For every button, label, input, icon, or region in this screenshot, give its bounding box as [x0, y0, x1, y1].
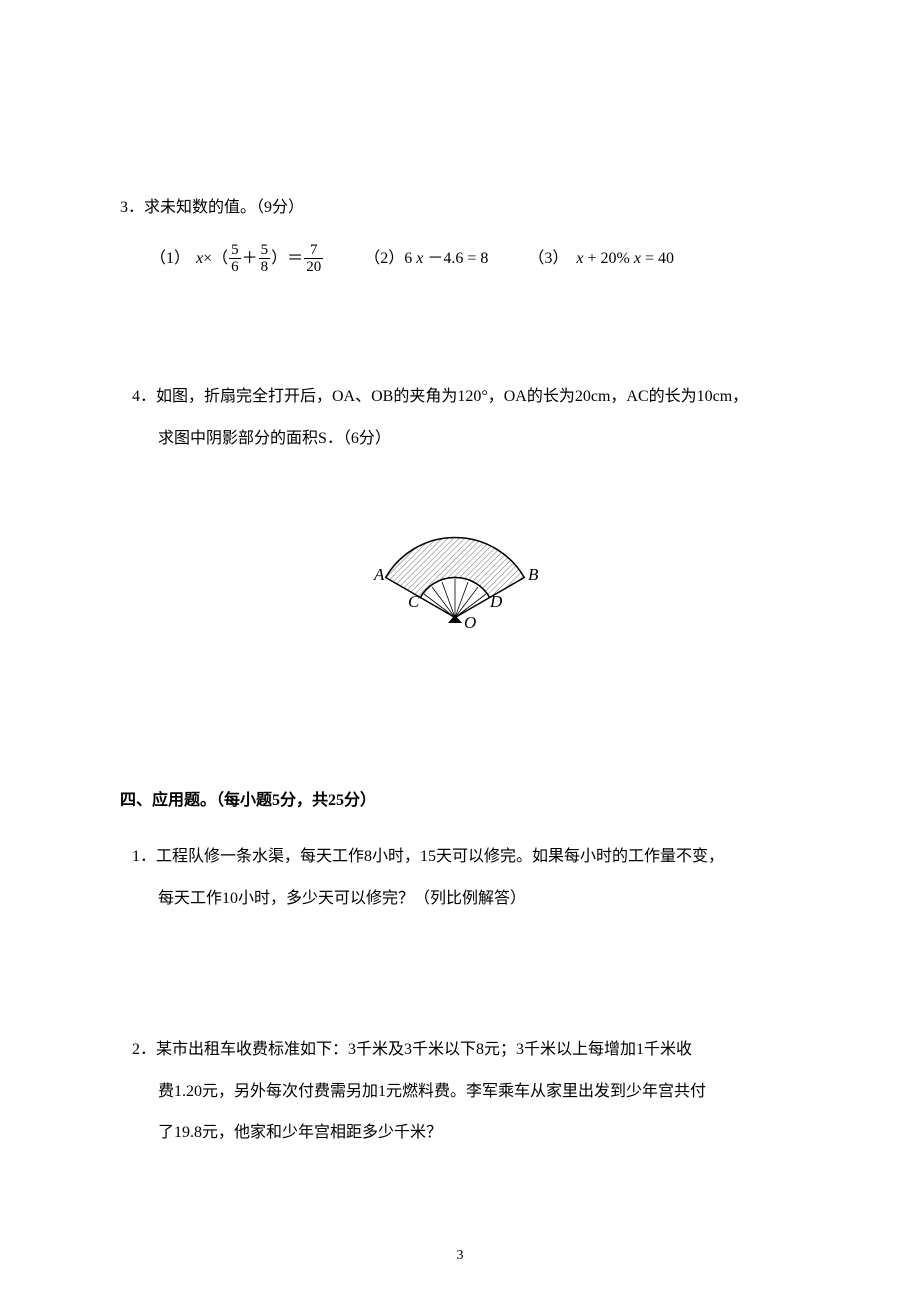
- label-C: C: [408, 592, 420, 611]
- problem-4-text: 4．如图，折扇完全打开后，OA、OB的夹角为120°，OA的长为20cm，AC的…: [120, 376, 790, 459]
- sub1-x: x: [196, 241, 203, 276]
- problem-3-sub3: （3） x + 20% x = 40: [528, 241, 674, 276]
- sub2-label: （2）: [364, 241, 404, 276]
- problem-3-subs: （1） x ×（ 5 6 ＋ 5 8 ）＝ 7 20 （2） 6 x －4.6 …: [120, 241, 790, 276]
- page-number: 3: [0, 1241, 920, 1272]
- sub2-expr: 6 x －4.6 = 8: [404, 241, 488, 276]
- label-B: B: [528, 565, 539, 584]
- sub1-frac3-den: 20: [304, 258, 323, 276]
- sub1-close: ）＝: [271, 241, 303, 276]
- app2-text: 2．某市出租车收费标准如下：3千米及3千米以下8元；3千米以上每增加1千米收 费…: [120, 1029, 790, 1154]
- sub1-label: （1）: [150, 241, 190, 276]
- sub3-expr: x + 20% x = 40: [576, 241, 674, 276]
- fan-handle: [448, 615, 462, 623]
- sub1-frac1-num: 5: [229, 242, 241, 259]
- app-problem-1: 1．工程队修一条水渠，每天工作8小时，15天可以修完。如果每小时的工作量不变， …: [120, 836, 790, 919]
- problem-3: 3．求未知数的值。（9分） （1） x ×（ 5 6 ＋ 5 8 ）＝ 7 20…: [120, 190, 790, 276]
- sub3-label: （3）: [528, 241, 568, 276]
- problem-4: 4．如图，折扇完全打开后，OA、OB的夹角为120°，OA的长为20cm，AC的…: [120, 376, 790, 662]
- problem-4-line1: 4．如图，折扇完全打开后，OA、OB的夹角为120°，OA的长为20cm，AC的…: [132, 376, 790, 418]
- app1-line1: 1．工程队修一条水渠，每天工作8小时，15天可以修完。如果每小时的工作量不变，: [132, 836, 790, 878]
- sub1-frac1-den: 6: [229, 258, 241, 276]
- problem-3-title: 3．求未知数的值。（9分）: [120, 190, 790, 225]
- problem-3-sub1: （1） x ×（ 5 6 ＋ 5 8 ）＝ 7 20: [150, 241, 324, 276]
- sub1-plus: ＋: [242, 241, 258, 276]
- label-O: O: [464, 613, 476, 632]
- label-D: D: [489, 592, 503, 611]
- sub1-frac2-num: 5: [259, 242, 271, 259]
- fan-svg: A B C D O: [350, 500, 560, 650]
- label-A: A: [373, 565, 385, 584]
- sub1-frac3-num: 7: [308, 242, 320, 259]
- section-4-title: 四、应用题。（每小题5分，共25分）: [120, 783, 790, 818]
- app-problem-2: 2．某市出租车收费标准如下：3千米及3千米以下8元；3千米以上每增加1千米收 费…: [120, 1029, 790, 1154]
- problem-3-sub2: （2） 6 x －4.6 = 8: [364, 241, 488, 276]
- sub1-times: ×（: [203, 241, 228, 276]
- app2-line3: 了19.8元，他家和少年宫相距多少千米？: [132, 1112, 790, 1154]
- app2-line2: 费1.20元，另外每次付费需另加1元燃料费。李军乘车从家里出发到少年宫共付: [132, 1071, 790, 1113]
- app2-line1: 2．某市出租车收费标准如下：3千米及3千米以下8元；3千米以上每增加1千米收: [132, 1029, 790, 1071]
- sub1-frac2-den: 8: [259, 258, 271, 276]
- app1-line2: 每天工作10小时，多少天可以修完？（列比例解答）: [132, 878, 790, 920]
- sub1-frac2: 5 8: [259, 242, 271, 276]
- problem-4-line2: 求图中阴影部分的面积S．（6分）: [132, 418, 790, 460]
- fan-diagram: A B C D O: [120, 500, 790, 663]
- sub1-frac3: 7 20: [304, 242, 323, 276]
- app1-text: 1．工程队修一条水渠，每天工作8小时，15天可以修完。如果每小时的工作量不变， …: [120, 836, 790, 919]
- sub1-frac1: 5 6: [229, 242, 241, 276]
